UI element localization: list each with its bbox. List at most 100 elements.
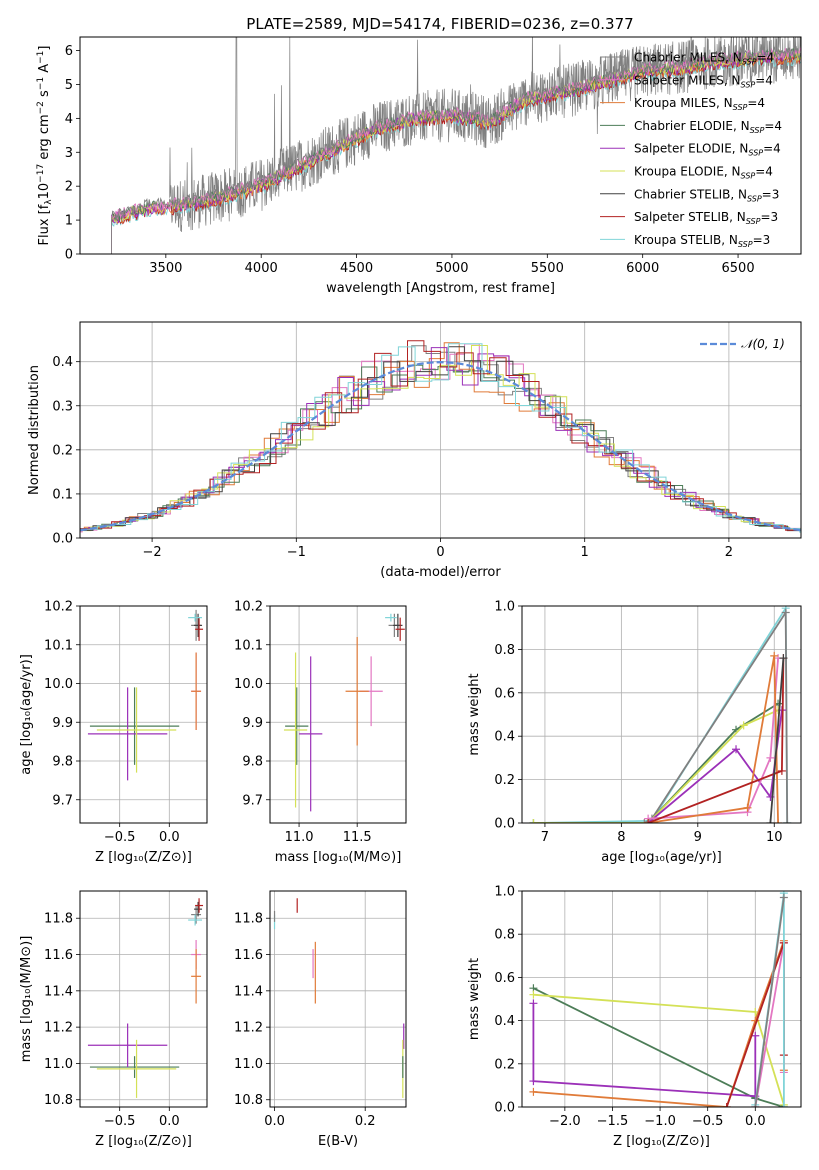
legend-tail: =4 (755, 165, 773, 179)
weight-marker (770, 651, 779, 660)
legend-subscript: SSP (741, 80, 756, 89)
x-tick-label: 2 (725, 545, 733, 560)
x-tick-label: −2 (143, 545, 162, 560)
residuals-panel: −2 −1 0 1 2 0.0 0.1 0.2 0.3 0.4 (data-model)/error… (27, 321, 802, 580)
y-tick-label: 10.0 (44, 677, 73, 692)
y-tick-label: 11.0 (234, 1057, 263, 1072)
y-tick-label: 9.8 (52, 755, 73, 770)
x-axis-label: mass [log₁₀(M/M⊙)] (275, 850, 402, 865)
x-tick-label: 4500 (340, 261, 373, 276)
legend-entry: Salpeter STELIB, NSSP=3 (634, 210, 778, 226)
y-axis-label: mass [log₁₀(M/M⊙)] (19, 936, 34, 1063)
age-vs-mass-panel: 11.0 11.5 9.7 9.8 9.9 10.0 10.1 10.2 mass [log₁₀… (234, 600, 407, 865)
legend-tail: =4 (764, 119, 782, 133)
legend-text: Salpeter MILES, N (634, 73, 741, 87)
y-tick-label: 11.2 (234, 1021, 263, 1036)
errorbars (283, 613, 405, 812)
legend-subscript: SSP (741, 172, 756, 181)
weight-marker (751, 1031, 760, 1040)
legend-text: Kroupa ELODIE, N (634, 165, 741, 179)
y-tick-label: 11.6 (44, 948, 73, 963)
weight-line-7 (647, 658, 785, 823)
errorbars (87, 609, 204, 781)
legend-tail: =4 (756, 51, 774, 65)
x-tick-label: 9 (694, 830, 702, 845)
legend-entry: Salpeter MILES, NSSP=4 (634, 73, 773, 89)
model-spectrum-line-0 (111, 46, 801, 254)
y-tick-label: 9.8 (242, 755, 263, 770)
legend-text: Chabrier ELODIE, N (634, 119, 750, 133)
legend-tail: =3 (760, 210, 778, 224)
y-tick-label: 0.8 (494, 643, 515, 658)
y-tick-label: 0.1 (52, 487, 73, 502)
weight-line-0 (754, 897, 785, 1107)
x-tick-label: 5000 (435, 261, 468, 276)
panels: 3500 4000 4500 5000 5500 6000 6500 0 1 2 3 4 5 6 wavel… (19, 36, 802, 1149)
weight-marker (743, 803, 752, 812)
y-tick-label: 1.0 (494, 600, 515, 615)
y-tick-label: 9.9 (52, 716, 73, 731)
y-axis-label: age [log₁₀(age/yr)] (19, 654, 34, 775)
weight-marker (644, 819, 653, 823)
legend-tail: =3 (762, 187, 780, 201)
figure-title: PLATE=2589, MJD=54174, FIBERID=0236, z=0… (246, 15, 633, 33)
errorbars (87, 898, 204, 1098)
normal-legend-label: 𝒩(0, 1) (741, 337, 785, 351)
weight-marker (781, 608, 790, 617)
x-tick-label: 6000 (626, 261, 659, 276)
x-tick-label: 11.5 (343, 830, 372, 845)
y-axis-label: Flux [fλ10−17 erg cm−2 s−1 A−1] (36, 46, 54, 246)
x-axis-label: (data-model)/error (380, 565, 501, 580)
legend-entry: Chabrier MILES, NSSP=4 (634, 51, 774, 67)
legend-tail: =4 (747, 96, 765, 110)
x-axis-label: E(B-V) (318, 1134, 358, 1149)
weight-marker (529, 1087, 538, 1096)
y-tick-label: 11.4 (44, 984, 73, 999)
legend-subscript: SSP (747, 194, 762, 203)
legend-subscript: SSP (746, 217, 761, 226)
axes-frame (521, 890, 802, 1108)
x-axis-label: Z [log₁₀(Z/Z⊙)] (613, 1134, 710, 1149)
model-spectrum-line-1 (111, 47, 801, 254)
weight-marker (529, 990, 538, 999)
y-label-part: ] (37, 46, 52, 51)
y-tick-label: 9.7 (52, 793, 73, 808)
axes-frame (269, 605, 407, 824)
y-tick-label: 0.3 (52, 399, 73, 414)
x-tick-label: 0.0 (264, 1114, 285, 1129)
age-vs-Z-panel: −0.5 0.0 9.7 9.8 9.9 10.0 10.1 10.2 Z [log₁₀(Z/Z… (19, 600, 208, 865)
weight-marker (766, 819, 775, 823)
legend-entry: Kroupa STELIB, NSSP=3 (634, 233, 770, 249)
y-label-part: A (37, 64, 52, 77)
weight-marker (529, 1077, 538, 1086)
mass-vs-ebv-panel: 0.0 0.2 10.8 11.0 11.2 11.4 11.6 11.8 E(B-V) (234, 890, 407, 1149)
x-axis-label: wavelength [Angstrom, rest frame] (326, 281, 555, 296)
y-label-part: 10 (37, 183, 52, 200)
x-tick-label: −0.5 (104, 830, 136, 845)
weight-marker (529, 819, 538, 823)
y-label-part: −1 (36, 77, 46, 90)
y-tick-label: 11.6 (234, 948, 263, 963)
axes-frame (269, 890, 407, 1108)
y-tick-label: 10.0 (234, 677, 263, 692)
legend-subscript: SSP (750, 126, 765, 135)
y-tick-label: 0.4 (494, 730, 515, 745)
y-tick-label: 1 (65, 214, 73, 229)
x-tick-label: −0.5 (104, 1114, 136, 1129)
y-tick-label: 11.8 (44, 912, 73, 927)
x-tick-label: 4000 (245, 261, 278, 276)
x-tick-label: 0.0 (159, 830, 180, 845)
y-tick-label: 0.6 (494, 686, 515, 701)
y-tick-label: 0.4 (52, 355, 73, 370)
weight-marker (777, 766, 786, 775)
y-tick-label: 0.0 (494, 1101, 515, 1116)
y-tick-label: 10.2 (234, 600, 263, 615)
y-tick-label: 11.2 (44, 1021, 73, 1036)
y-tick-label: 0.2 (494, 1057, 515, 1072)
y-label-part: −2 (36, 101, 46, 114)
y-tick-label: 1.0 (494, 885, 515, 900)
y-label-part: erg cm (37, 114, 52, 163)
y-axis-label: Normed distribution (27, 365, 42, 495)
y-tick-label: 0.2 (494, 773, 515, 788)
x-tick-label: −2.0 (549, 1114, 581, 1129)
